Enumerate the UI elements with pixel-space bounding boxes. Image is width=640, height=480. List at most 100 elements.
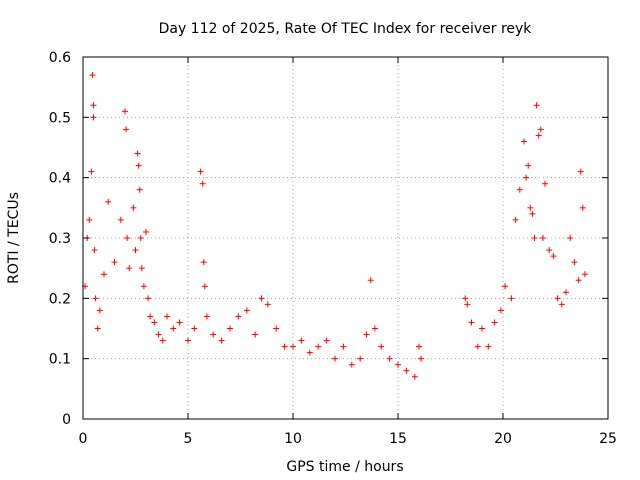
data-point — [124, 235, 131, 241]
data-point — [521, 138, 527, 145]
data-point — [258, 295, 265, 302]
data-point — [227, 325, 233, 332]
data-point — [199, 180, 206, 187]
data-point — [502, 283, 509, 290]
data-point — [462, 295, 469, 302]
data-point — [340, 343, 347, 350]
y-tick-label: 0 — [62, 412, 71, 428]
data-point — [579, 204, 586, 211]
data-point — [143, 228, 149, 235]
data-point — [531, 235, 538, 241]
data-point — [348, 361, 355, 368]
data-point — [525, 162, 532, 169]
y-tick-label: 0.5 — [49, 110, 71, 126]
x-axis-label: GPS time / hours — [286, 459, 403, 475]
data-point — [563, 289, 569, 296]
data-point — [123, 126, 130, 133]
chart-title: Day 112 of 2025, Rate Of TEC Index for r… — [159, 21, 533, 37]
data-point — [252, 331, 259, 338]
data-point — [273, 325, 280, 332]
data-point — [218, 337, 225, 344]
data-point — [508, 295, 515, 302]
data-point — [88, 168, 95, 175]
data-point — [138, 265, 145, 272]
y-axis-label: ROTI / TECUs — [6, 192, 22, 284]
data-point — [135, 162, 142, 169]
data-point — [371, 325, 378, 332]
data-point — [155, 331, 162, 338]
data-point — [105, 198, 112, 205]
data-point — [363, 331, 370, 338]
data-point — [411, 373, 418, 380]
x-tick-label: 0 — [79, 431, 88, 447]
data-point — [357, 355, 364, 362]
data-point — [122, 108, 128, 115]
y-axis-ticks: 0 0.1 0.2 0.3 0.4 0.5 0.6 — [49, 50, 608, 428]
data-point — [185, 337, 191, 344]
data-point — [306, 349, 313, 356]
data-point — [550, 253, 557, 260]
grid-lines — [83, 57, 608, 419]
data-point — [535, 132, 542, 139]
data-point — [170, 325, 177, 332]
data-point — [281, 343, 288, 350]
data-point — [575, 277, 582, 284]
data-point — [145, 295, 152, 302]
data-point — [147, 313, 154, 320]
data-point — [395, 361, 401, 368]
data-point — [90, 102, 97, 109]
data-point — [92, 295, 99, 302]
data-point — [558, 301, 565, 308]
data-point — [581, 271, 588, 278]
data-point — [479, 325, 485, 332]
y-tick-label: 0.3 — [49, 231, 71, 247]
data-point — [126, 265, 133, 272]
data-point — [151, 319, 158, 326]
y-tick-label: 0.2 — [49, 291, 71, 307]
data-point — [464, 301, 471, 308]
x-tick-label: 10 — [284, 431, 302, 447]
data-point — [485, 343, 492, 350]
x-tick-label: 15 — [389, 431, 407, 447]
y-tick-label: 0.6 — [49, 50, 71, 66]
data-point — [89, 72, 96, 79]
data-point — [243, 307, 250, 314]
data-points — [82, 72, 588, 380]
data-point — [567, 235, 574, 241]
data-point — [264, 301, 271, 308]
data-point — [533, 102, 540, 109]
y-tick-label: 0.4 — [49, 171, 71, 187]
x-tick-label: 5 — [184, 431, 193, 447]
data-point — [86, 216, 93, 223]
data-point — [140, 283, 147, 290]
data-point — [418, 355, 425, 362]
data-point — [298, 337, 305, 344]
data-point — [90, 114, 97, 121]
data-point — [512, 216, 519, 223]
x-axis-ticks: 0 5 10 15 20 25 — [79, 57, 617, 447]
data-point — [117, 216, 124, 223]
data-point — [577, 168, 584, 175]
data-point — [210, 331, 217, 338]
data-point — [134, 150, 141, 157]
data-point — [542, 180, 548, 187]
data-point — [529, 210, 536, 217]
data-point — [111, 259, 118, 266]
data-point — [132, 247, 139, 254]
data-point — [197, 168, 204, 175]
data-point — [159, 337, 166, 344]
data-point — [527, 204, 534, 211]
data-point — [468, 319, 475, 326]
data-point — [497, 307, 504, 314]
data-point — [554, 295, 561, 302]
data-point — [235, 313, 242, 320]
data-point — [290, 343, 296, 350]
data-point — [403, 367, 410, 374]
y-tick-label: 0.1 — [49, 352, 71, 368]
data-point — [537, 126, 544, 133]
data-point — [516, 186, 523, 193]
data-point — [367, 277, 374, 284]
data-point — [191, 325, 198, 332]
data-point — [539, 235, 546, 241]
data-point — [96, 307, 103, 314]
